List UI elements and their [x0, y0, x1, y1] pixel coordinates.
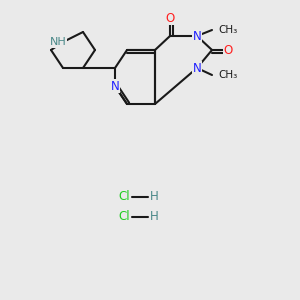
Text: CH₃: CH₃: [218, 70, 237, 80]
Text: CH₃: CH₃: [218, 25, 237, 35]
Text: O: O: [224, 44, 232, 56]
Text: N: N: [193, 29, 201, 43]
Text: N: N: [111, 80, 119, 92]
Text: N: N: [193, 61, 201, 74]
Text: O: O: [165, 11, 175, 25]
Text: Cl: Cl: [118, 211, 130, 224]
Text: NH: NH: [50, 37, 66, 47]
Text: H: H: [150, 190, 158, 203]
Text: H: H: [150, 211, 158, 224]
Text: Cl: Cl: [118, 190, 130, 203]
